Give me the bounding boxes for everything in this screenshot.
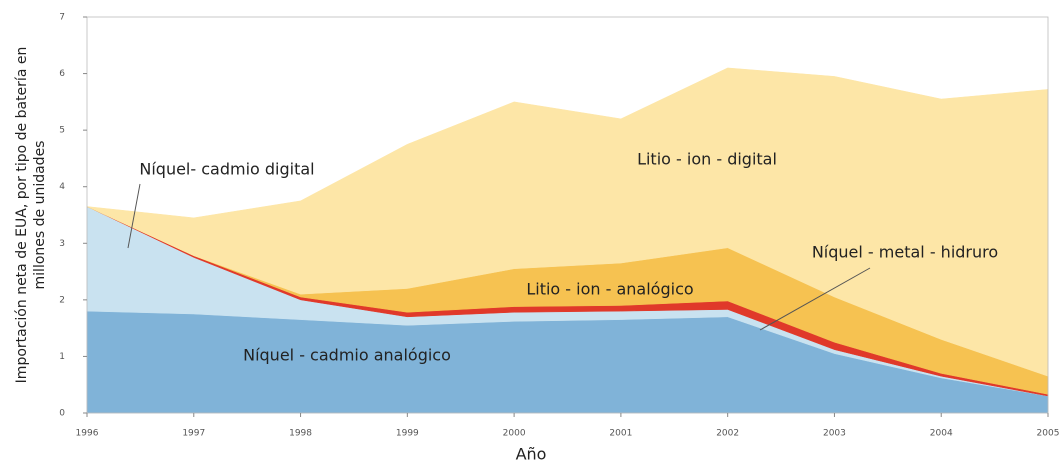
y-tick-label: 4 <box>59 182 65 192</box>
y-tick-label: 6 <box>59 69 65 79</box>
y-tick-label: 0 <box>59 409 65 419</box>
y-tick-label: 3 <box>59 239 65 249</box>
area-label: Litio - ion - analógico <box>526 280 693 299</box>
x-tick-label: 2000 <box>503 429 526 439</box>
label-pointer <box>759 267 871 331</box>
x-tick-label: 1996 <box>76 429 99 439</box>
x-tick-label: 2001 <box>609 429 632 439</box>
x-tick-label: 2005 <box>1037 429 1060 439</box>
area-label: Níquel - metal - hidruro <box>812 243 998 262</box>
y-tick-label: 5 <box>59 126 65 136</box>
plot-frame <box>86 16 1049 414</box>
y-axis-label: millones de unidades <box>32 141 48 290</box>
x-tick-label: 1999 <box>396 429 419 439</box>
x-tick-label: 2004 <box>930 429 953 439</box>
area-label: Níquel - cadmio analógico <box>243 346 451 365</box>
area-label: Níquel- cadmio digital <box>139 160 314 179</box>
y-tick-label: 2 <box>59 295 65 305</box>
y-axis-label: Importación neta de EUA, por tipo de bat… <box>14 47 30 384</box>
x-axis-label: Año <box>516 445 547 464</box>
x-tick-label: 1998 <box>289 429 312 439</box>
label-pointer <box>127 183 141 249</box>
area-label: Litio - ion - digital <box>637 150 777 169</box>
x-tick-label: 1997 <box>182 429 205 439</box>
y-tick-label: 7 <box>59 13 65 23</box>
y-tick-label: 1 <box>59 352 65 362</box>
x-tick-label: 2003 <box>823 429 846 439</box>
x-tick-label: 2002 <box>716 429 739 439</box>
